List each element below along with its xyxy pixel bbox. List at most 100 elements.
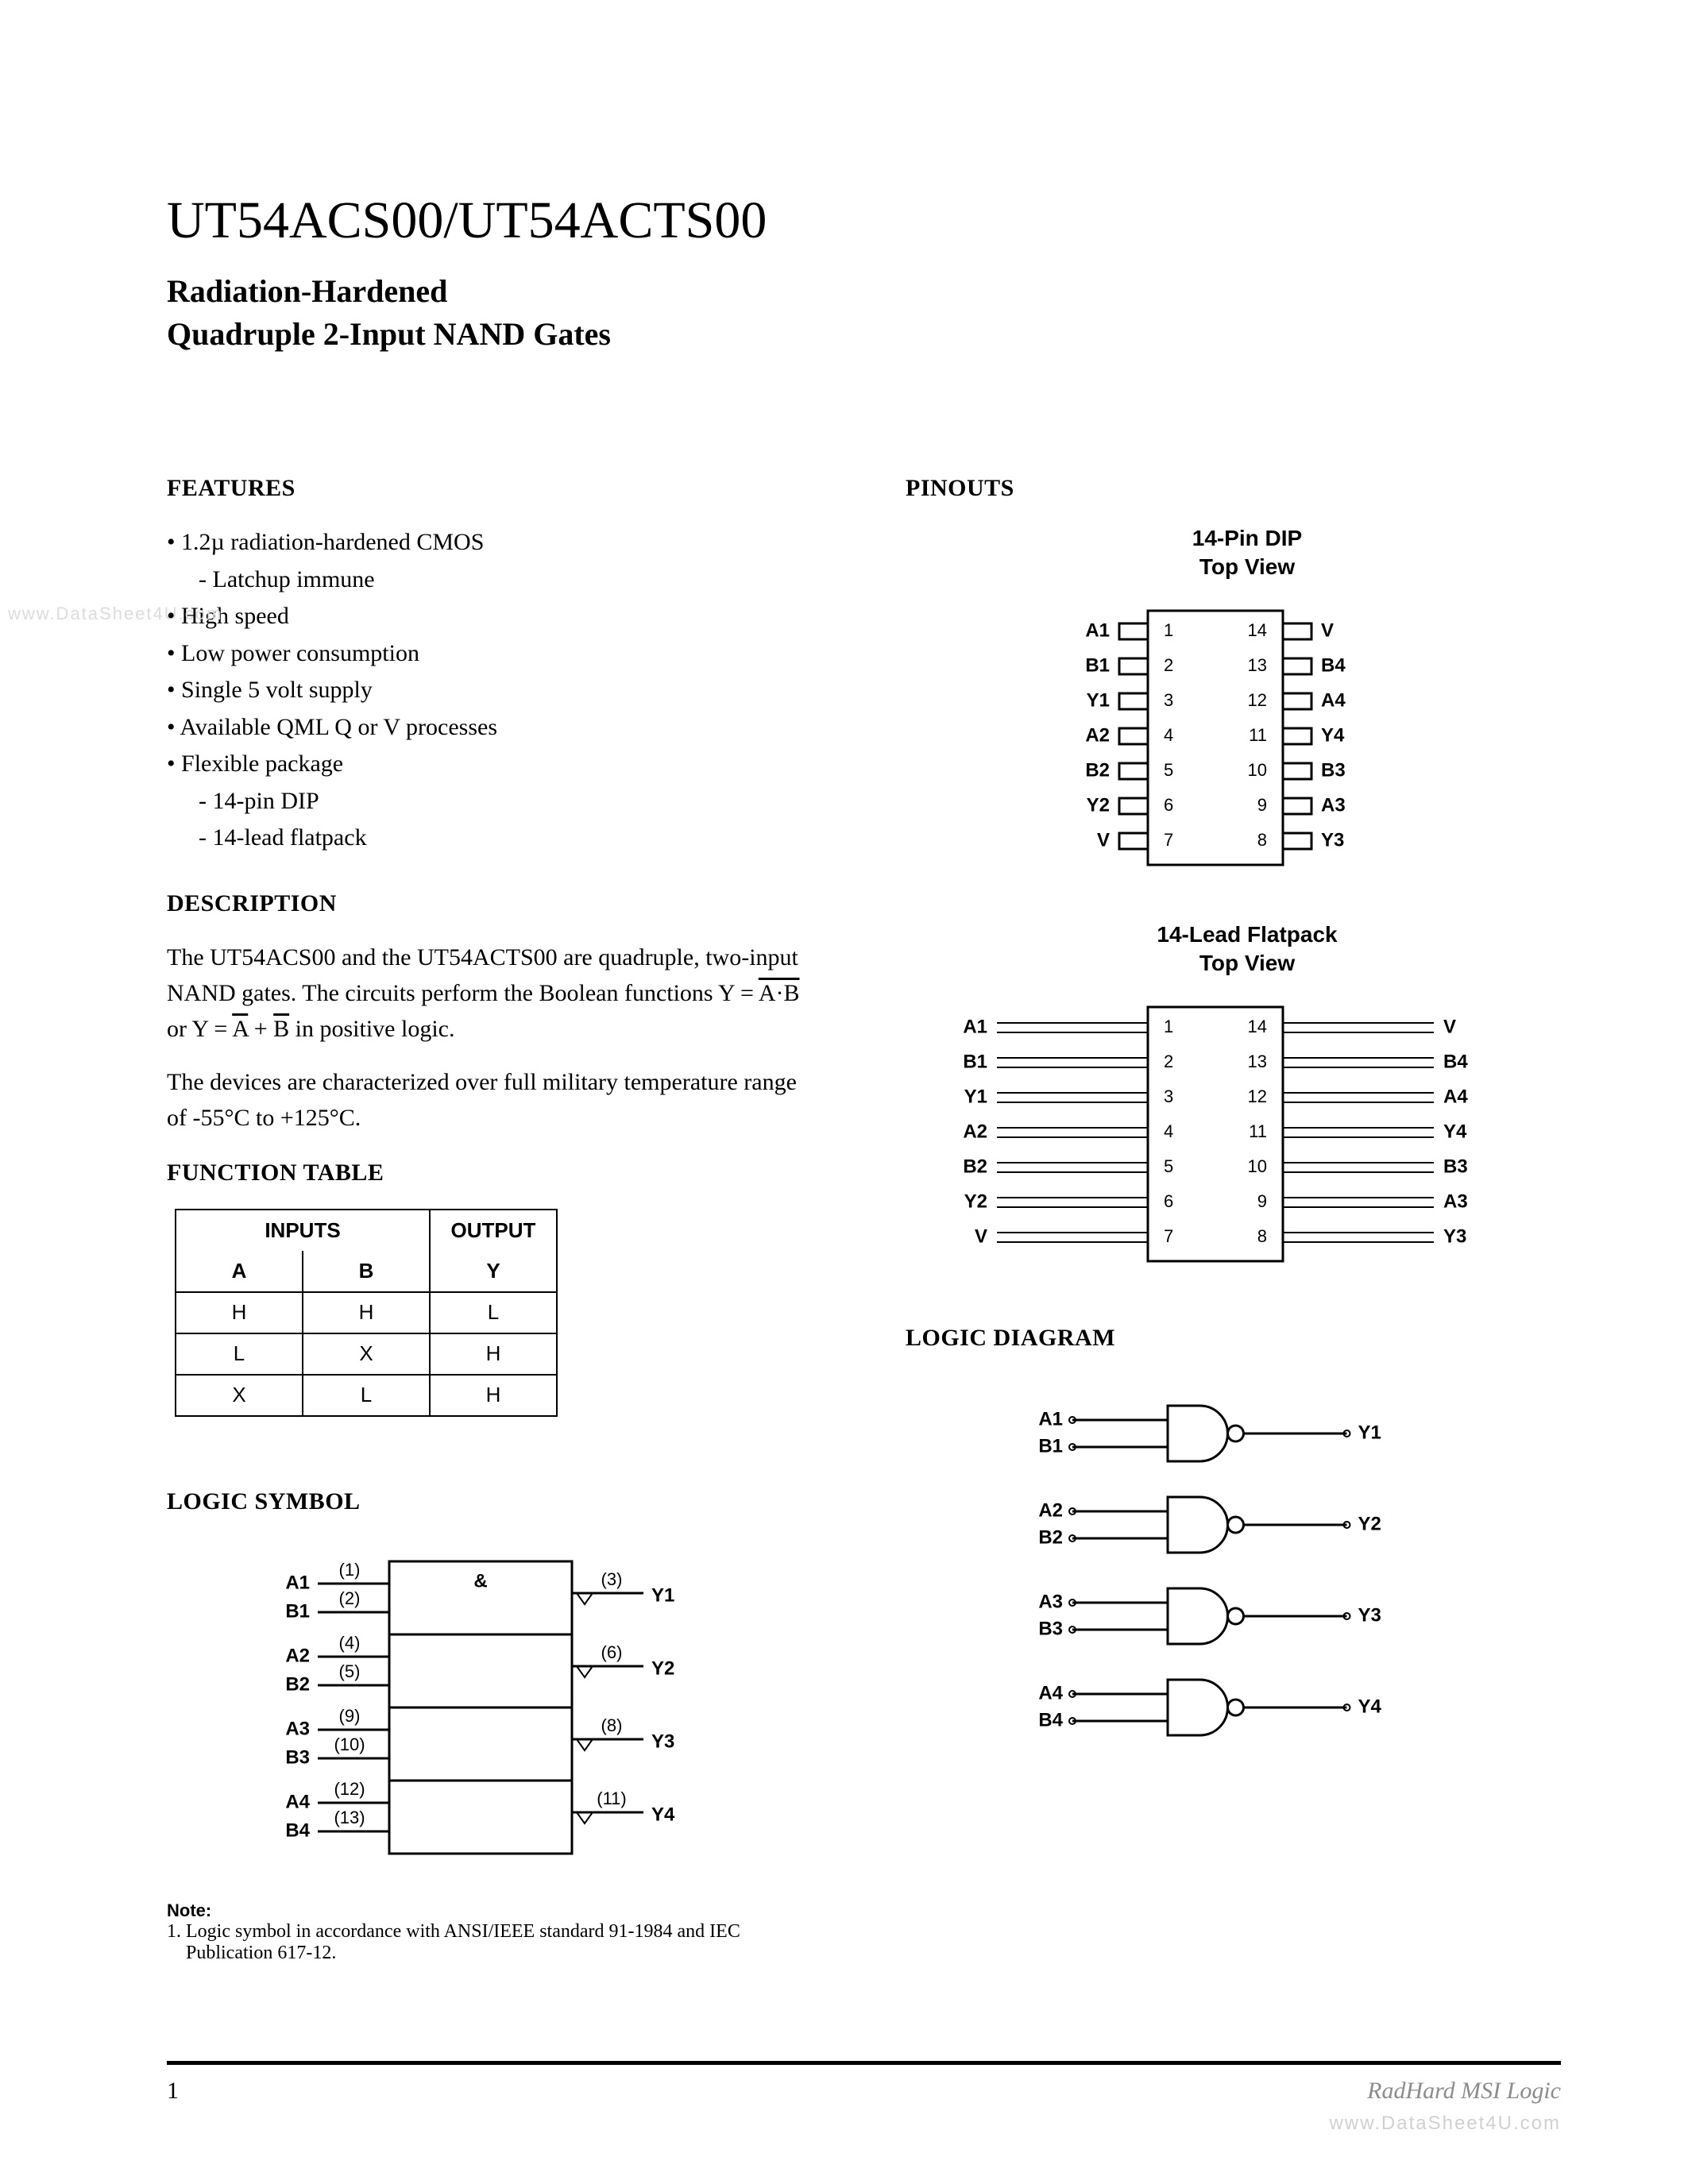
- desc-text: in positive logic.: [289, 1016, 454, 1042]
- note-text: 1. Logic symbol in accordance with ANSI/…: [186, 1921, 818, 1964]
- svg-text:Y4: Y4: [1321, 724, 1345, 746]
- svg-text:A3: A3: [285, 1718, 310, 1739]
- page-title: UT54ACS00/UT54ACTS00: [167, 191, 1521, 251]
- feature-subitem: 14-lead flatpack: [199, 820, 818, 857]
- feature-item: Available QML Q or V processes: [167, 709, 818, 747]
- svg-text:8: 8: [1257, 1225, 1267, 1245]
- subtitle-line-2: Quadruple 2-Input NAND Gates: [167, 316, 611, 352]
- svg-text:A3: A3: [1321, 794, 1346, 816]
- svg-text:1: 1: [1164, 620, 1173, 640]
- svg-text:A2: A2: [1085, 724, 1110, 746]
- svg-text:10: 10: [1248, 1156, 1267, 1175]
- feature-item: Low power consumption: [167, 635, 818, 673]
- svg-text:Y2: Y2: [964, 1190, 987, 1212]
- table-row: HHL: [176, 1292, 557, 1333]
- svg-text:2: 2: [1164, 1051, 1173, 1071]
- table-row: XLH: [176, 1375, 557, 1416]
- feature-item: Flexible package14-pin DIP14-lead flatpa…: [167, 746, 818, 857]
- svg-text:Y2: Y2: [1087, 794, 1110, 816]
- svg-text:VSS: VSS: [1097, 829, 1110, 851]
- table-cell: X: [176, 1375, 303, 1416]
- func-col-b: B: [303, 1251, 430, 1292]
- svg-text:B2: B2: [963, 1156, 987, 1177]
- svg-text:B1: B1: [285, 1600, 310, 1622]
- svg-text:(11): (11): [597, 1788, 627, 1808]
- dip-title: 14-Pin DIPTop View: [969, 524, 1525, 582]
- subtitle: Radiation-Hardened Quadruple 2-Input NAN…: [167, 270, 1521, 356]
- svg-text:9: 9: [1257, 795, 1267, 815]
- svg-text:B2: B2: [1085, 759, 1110, 781]
- svg-text:10: 10: [1248, 760, 1267, 780]
- svg-text:A4: A4: [285, 1791, 310, 1812]
- svg-text:(9): (9): [339, 1705, 361, 1725]
- svg-text:13: 13: [1248, 1051, 1267, 1071]
- svg-text:B2: B2: [1038, 1526, 1063, 1548]
- svg-text:14: 14: [1248, 620, 1267, 640]
- watermark-left: www.DataSheet4U.com: [8, 604, 222, 624]
- svg-text:Y4: Y4: [1358, 1696, 1382, 1717]
- features-heading: FEATURES: [167, 475, 818, 502]
- svg-text:6: 6: [1164, 795, 1173, 815]
- svg-text:VDD: VDD: [1321, 619, 1334, 641]
- table-cell: H: [430, 1333, 557, 1375]
- table-row: LXH: [176, 1333, 557, 1375]
- feature-subitem: Latchup immune: [199, 561, 818, 599]
- svg-text:12: 12: [1248, 1086, 1267, 1106]
- svg-text:3: 3: [1164, 1086, 1173, 1106]
- flat-title-l1: 14-Lead Flatpack: [1157, 922, 1337, 947]
- svg-text:A1: A1: [1038, 1408, 1063, 1430]
- svg-text:9: 9: [1257, 1190, 1267, 1210]
- svg-text:A4: A4: [1443, 1086, 1468, 1107]
- svg-text:5: 5: [1164, 760, 1173, 780]
- flatpack-pinout-svg: A1VDD114B1B4213Y1A4312A2Y4411B2B3510Y2A3…: [906, 991, 1525, 1277]
- svg-text:1: 1: [1164, 1016, 1173, 1036]
- svg-text:A4: A4: [1038, 1682, 1063, 1704]
- dip-pinout-svg: A1VDD114B1B4213Y1A4312A2Y4411B2B3510Y2A3…: [945, 595, 1485, 881]
- table-cell: X: [303, 1333, 430, 1375]
- dip-title-l2: Top View: [1199, 554, 1295, 579]
- svg-text:4: 4: [1164, 725, 1173, 745]
- svg-text:Y1: Y1: [1358, 1422, 1381, 1443]
- svg-text:14: 14: [1248, 1016, 1267, 1036]
- svg-text:2: 2: [1164, 655, 1173, 675]
- svg-text:A2: A2: [285, 1645, 310, 1666]
- svg-text:A1: A1: [963, 1016, 987, 1037]
- logic-symbol-svg: &A1(1)B1(2)A2(4)B2(5)A3(9)B3(10)A4(12)B4…: [167, 1538, 739, 1879]
- svg-text:A4: A4: [1321, 689, 1346, 711]
- flat-title-l2: Top View: [1199, 951, 1295, 975]
- svg-text:11: 11: [1249, 725, 1267, 745]
- desc-text: +: [248, 1016, 273, 1042]
- desc-a-overline: A: [232, 1016, 248, 1042]
- svg-text:(8): (8): [601, 1715, 623, 1734]
- svg-text:(13): (13): [334, 1807, 365, 1827]
- svg-text:11: 11: [1249, 1121, 1267, 1140]
- svg-text:12: 12: [1248, 690, 1267, 710]
- footer-watermark: www.DataSheet4U.com: [1330, 2113, 1561, 2135]
- subtitle-line-1: Radiation-Hardened: [167, 273, 447, 309]
- svg-text:B4: B4: [1038, 1709, 1063, 1731]
- svg-text:(6): (6): [601, 1642, 623, 1661]
- feature-item: Single 5 volt supply: [167, 672, 818, 709]
- logic-symbol-diagram: &A1(1)B1(2)A2(4)B2(5)A3(9)B3(10)A4(12)B4…: [167, 1538, 818, 1883]
- svg-text:(4): (4): [339, 1632, 361, 1652]
- table-cell: H: [303, 1292, 430, 1333]
- svg-text:A3: A3: [1443, 1190, 1468, 1212]
- func-col-a: A: [176, 1251, 303, 1292]
- svg-text:Y2: Y2: [1358, 1513, 1381, 1534]
- logic-symbol-note: Note: 1. Logic symbol in accordance with…: [167, 1900, 818, 1964]
- description-p2: The devices are characterized over full …: [167, 1064, 818, 1136]
- feature-item: High speed: [167, 598, 818, 635]
- note-label: Note:: [167, 1900, 211, 1920]
- svg-text:Y1: Y1: [651, 1584, 674, 1606]
- svg-text:B3: B3: [1038, 1618, 1063, 1639]
- footer-rule: [167, 2061, 1561, 2065]
- desc-text: or Y =: [167, 1016, 232, 1042]
- function-table-heading: FUNCTION TABLE: [167, 1160, 818, 1187]
- svg-text:Y3: Y3: [651, 1731, 674, 1752]
- svg-text:Y4: Y4: [651, 1804, 675, 1825]
- svg-text:(5): (5): [339, 1661, 361, 1680]
- logic-diagram-heading: LOGIC DIAGRAM: [906, 1325, 1525, 1352]
- logic-symbol-heading: LOGIC SYMBOL: [167, 1488, 818, 1515]
- svg-text:B1: B1: [1085, 654, 1110, 676]
- svg-text:Y1: Y1: [1087, 689, 1110, 711]
